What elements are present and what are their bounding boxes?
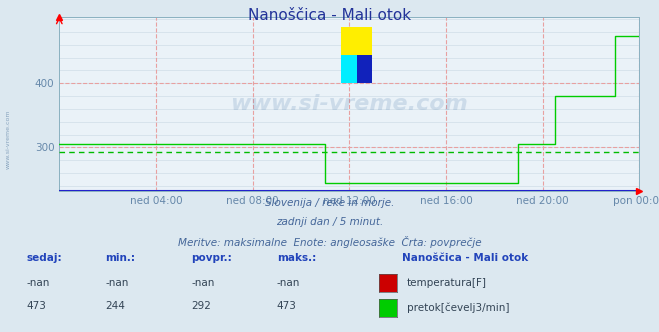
Text: 473: 473 <box>26 301 46 311</box>
Text: -nan: -nan <box>277 278 300 288</box>
Text: Meritve: maksimalne  Enote: angleosaške  Črta: povprečje: Meritve: maksimalne Enote: angleosaške Č… <box>178 236 481 248</box>
Text: pretok[čevelj3/min]: pretok[čevelj3/min] <box>407 303 509 313</box>
Text: 473: 473 <box>277 301 297 311</box>
Bar <box>357 55 372 83</box>
Text: Nanoščica - Mali otok: Nanoščica - Mali otok <box>402 253 529 263</box>
Text: min.:: min.: <box>105 253 136 263</box>
Text: maks.:: maks.: <box>277 253 316 263</box>
Text: -nan: -nan <box>26 278 49 288</box>
Text: sedaj:: sedaj: <box>26 253 62 263</box>
Text: Slovenija / reke in morje.: Slovenija / reke in morje. <box>265 198 394 208</box>
Text: www.si-vreme.com: www.si-vreme.com <box>6 110 11 169</box>
Text: -nan: -nan <box>191 278 214 288</box>
Bar <box>341 55 357 83</box>
Text: -nan: -nan <box>105 278 129 288</box>
Text: povpr.:: povpr.: <box>191 253 232 263</box>
Text: 292: 292 <box>191 301 211 311</box>
Text: 244: 244 <box>105 301 125 311</box>
Text: Nanoščica - Mali otok: Nanoščica - Mali otok <box>248 8 411 23</box>
Text: zadnji dan / 5 minut.: zadnji dan / 5 minut. <box>276 217 383 227</box>
Bar <box>341 27 372 83</box>
Text: temperatura[F]: temperatura[F] <box>407 278 486 288</box>
Text: www.si-vreme.com: www.si-vreme.com <box>231 94 468 114</box>
